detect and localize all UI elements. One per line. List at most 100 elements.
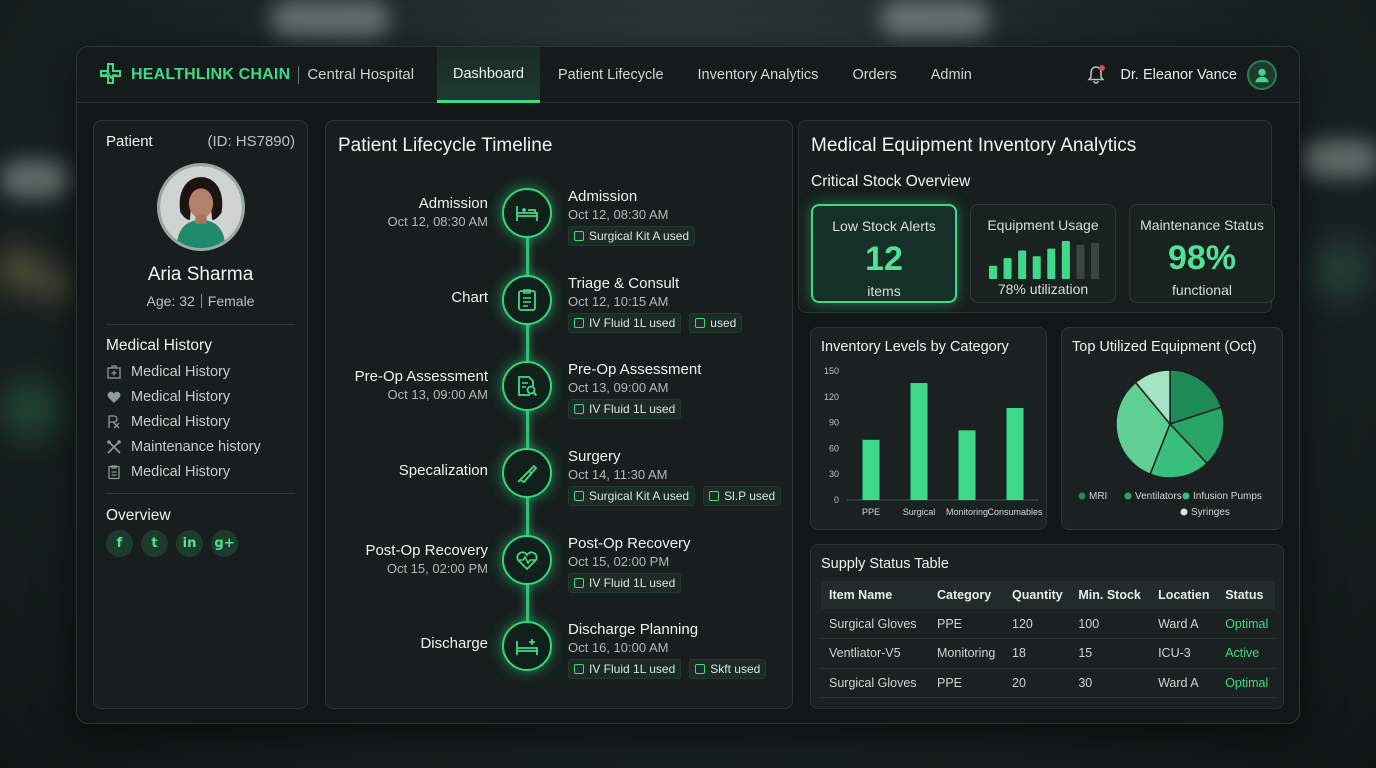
- usage-bar: [1076, 244, 1085, 279]
- tools-icon: [107, 439, 121, 454]
- cell: 18: [1004, 638, 1071, 669]
- bed-plus-icon[interactable]: [502, 621, 552, 671]
- timeline-stage-date: Oct 13, 09:00 AM: [387, 387, 488, 402]
- bar[interactable]: [862, 439, 880, 500]
- cell: Ward A: [1150, 609, 1218, 639]
- history-item[interactable]: Maintenance history: [106, 434, 261, 459]
- notification-dot: [1099, 65, 1106, 71]
- kpi-value: 98%: [1167, 239, 1237, 277]
- nav-dashboard[interactable]: Dashboard: [437, 47, 540, 103]
- history-item-label: Maintenance history: [131, 438, 261, 455]
- kpi-subtitle: functional: [1172, 282, 1232, 298]
- nav-orders[interactable]: Orders: [852, 67, 897, 83]
- linkedin-icon[interactable]: in: [176, 530, 203, 557]
- timeline-row[interactable]: Pre-Op Assessment Oct 13, 09:00 AM Pre-Op…: [326, 361, 794, 431]
- nav-admin[interactable]: Admin: [930, 67, 972, 83]
- divider: [106, 324, 295, 325]
- col-status[interactable]: Status: [1217, 581, 1275, 609]
- bed-icon[interactable]: [502, 188, 552, 238]
- iv-bag-icon: [574, 404, 584, 414]
- table-row[interactable]: Surgical Gloves PPE 120 100 Ward A Optimal: [821, 609, 1275, 639]
- brand-name: HEALTHLINK CHAIN: [131, 65, 291, 83]
- low-stock-alerts-kpi[interactable]: Low Stock Alerts 12 items: [811, 204, 957, 303]
- clipboard-icon[interactable]: [502, 275, 552, 325]
- bar[interactable]: [958, 430, 976, 500]
- report-search-icon[interactable]: [502, 361, 552, 411]
- history-item[interactable]: Medical History: [106, 409, 261, 434]
- inventory-levels-chart-card: Inventory Levels by Category 0 30 60 90 120 1…: [810, 327, 1047, 530]
- user-name[interactable]: Dr. Eleanor Vance: [1120, 67, 1237, 83]
- resource-chip: IV Fluid 1L used: [568, 313, 682, 333]
- patient-label: Patient: [106, 133, 153, 150]
- col-min-stock[interactable]: Min. Stock: [1070, 581, 1151, 609]
- timeline-title: Patient Lifecycle Timeline: [338, 135, 553, 156]
- pie-slice[interactable]: [1169, 369, 1223, 426]
- history-item[interactable]: Medical History: [106, 384, 261, 409]
- cell: Ward A: [1150, 668, 1218, 698]
- nav-patient-lifecycle[interactable]: Patient Lifecycle: [557, 67, 664, 83]
- pie-slice[interactable]: [1168, 406, 1225, 465]
- timeline-stage: Chart: [451, 289, 488, 306]
- bar[interactable]: [1006, 407, 1024, 500]
- timeline-stage-date: Oct 12, 08:30 AM: [387, 214, 488, 229]
- pie-slice[interactable]: [1149, 422, 1209, 479]
- chip-label: Skft used: [710, 662, 761, 676]
- googleplus-icon[interactable]: g+: [211, 530, 238, 557]
- patient-avatar[interactable]: [157, 163, 245, 251]
- timeline-row[interactable]: Specalization Surgery Oct 14, 11:30 AM Su…: [326, 448, 794, 518]
- usage-bar: [1003, 258, 1012, 279]
- chip-label: IV Fluid 1L used: [589, 402, 676, 416]
- iv-bag-icon: [574, 318, 584, 328]
- timeline-row[interactable]: Post-Op Recovery Oct 15, 02:00 PM Post-Op…: [326, 535, 794, 605]
- dashboard-window: HEALTHLINK CHAIN Central Hospital Dashbo…: [76, 46, 1300, 724]
- history-item[interactable]: Medical History: [106, 359, 261, 384]
- history-item[interactable]: Medical History: [106, 459, 261, 484]
- col-quantity[interactable]: Quantity: [1004, 581, 1071, 609]
- pie-slice[interactable]: [1134, 369, 1171, 427]
- patient-demographics: Age: 32 Female: [94, 293, 307, 309]
- maintenance-status-kpi[interactable]: Maintenance Status 98% functional: [1129, 204, 1275, 303]
- facebook-icon[interactable]: f: [106, 530, 133, 557]
- col-category[interactable]: Category: [929, 581, 1005, 609]
- timeline-stage: Discharge: [420, 635, 488, 652]
- lifecycle-timeline-card: Patient Lifecycle Timeline Admission Oct …: [325, 120, 793, 709]
- heartbeat-icon[interactable]: [502, 535, 552, 585]
- nav-inventory-analytics[interactable]: Inventory Analytics: [697, 67, 819, 83]
- col-item-name[interactable]: Item Name: [821, 581, 929, 609]
- event-title: Pre-Op Assessment: [568, 361, 702, 378]
- scalpel-icon[interactable]: [502, 448, 552, 498]
- inventory-bar-chart: 0 30 60 90 120 150 PPE Surgical Monitoring Consum…: [824, 366, 1043, 517]
- kpi-subtitle: 78% utilization: [997, 281, 1089, 297]
- kit-icon: [574, 491, 584, 501]
- usage-bar: [1047, 248, 1056, 279]
- resource-chip: IV Fluid 1L used: [568, 399, 682, 419]
- user-avatar[interactable]: [1247, 60, 1277, 90]
- bar[interactable]: [910, 383, 928, 500]
- timeline-row[interactable]: Discharge Discharge Planning Oct 16, 10:0…: [326, 621, 794, 691]
- bell-icon[interactable]: [1086, 65, 1106, 85]
- table-row[interactable]: Ventliator-V5 Monitoring 18 15 ICU-3 Active: [821, 638, 1275, 669]
- top-equipment-chart-card: Top Utilized Equipment (Oct) MRI Ventilat…: [1061, 327, 1283, 530]
- equipment-usage-kpi[interactable]: Equipment Usage 78% utilization: [970, 204, 1116, 303]
- brand[interactable]: HEALTHLINK CHAIN Central Hospital: [99, 62, 414, 88]
- event-title: Triage & Consult: [568, 275, 680, 292]
- event-date: Oct 13, 09:00 AM: [568, 380, 669, 395]
- resource-chip: Skft used: [689, 659, 767, 679]
- timeline-row[interactable]: Chart Triage & Consult Oct 12, 10:15 AM I…: [326, 275, 794, 345]
- user-area: Dr. Eleanor Vance: [1086, 47, 1277, 103]
- col-location[interactable]: Locatien: [1150, 581, 1218, 609]
- timeline-row[interactable]: Admission Oct 12, 08:30 AM Admission Oct 1…: [326, 188, 794, 258]
- patient-name: Aria Sharma: [147, 264, 254, 285]
- cell: Surgical Gloves: [821, 668, 929, 698]
- inventory-title: Medical Equipment Inventory Analytics: [811, 135, 1137, 156]
- cell: ICU-3: [1150, 638, 1218, 669]
- kpi-title: Low Stock Alerts: [832, 218, 936, 234]
- pie-slice[interactable]: [1115, 381, 1171, 476]
- timeline-stage: Pre-Op Assessment: [354, 368, 488, 385]
- chip-label: used: [710, 316, 737, 330]
- critical-stock-title: Critical Stock Overview: [811, 173, 971, 190]
- legend-swatch: [1180, 508, 1188, 516]
- twitter-icon[interactable]: t: [141, 530, 168, 557]
- table-row[interactable]: Surgical Gloves PPE 20 30 Ward A Optimal: [821, 668, 1275, 698]
- legend-label: Syringes: [1191, 507, 1230, 518]
